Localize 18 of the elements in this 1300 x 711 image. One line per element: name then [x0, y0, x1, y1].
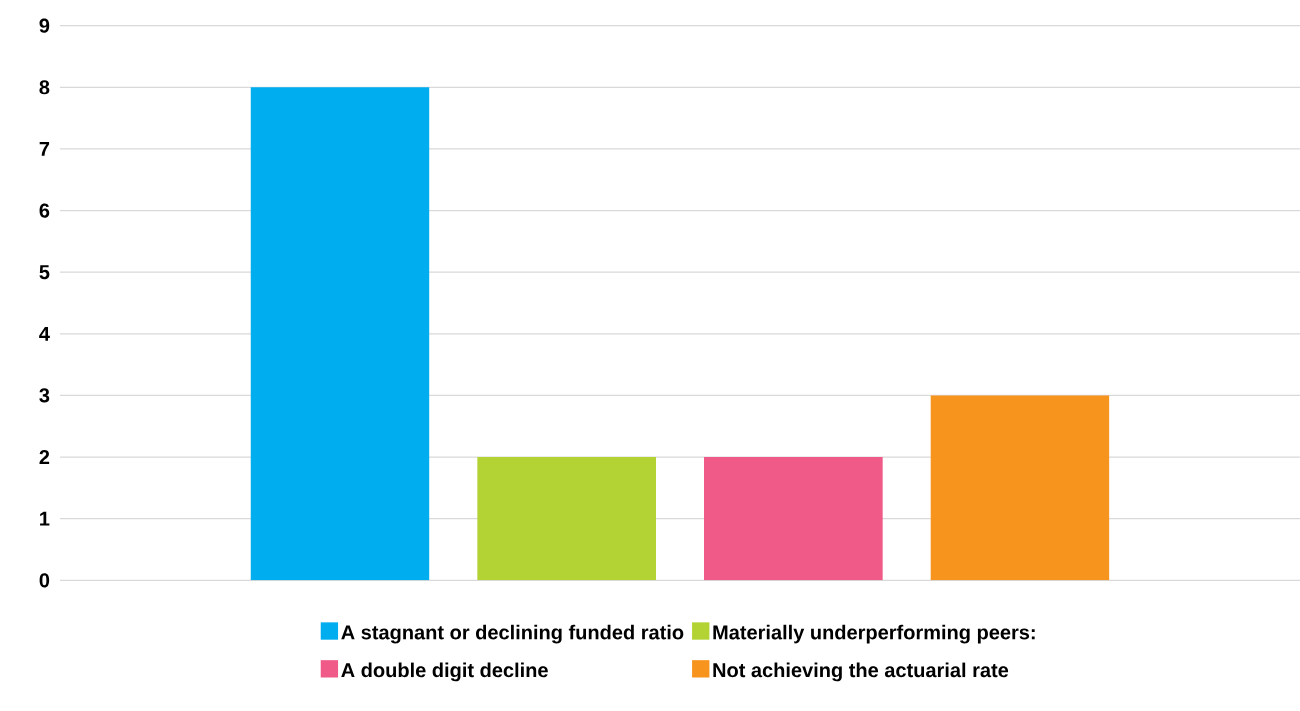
legend-label: A double digit decline [341, 662, 548, 682]
bar [930, 395, 1110, 581]
y-tick-label: 0 [39, 573, 50, 588]
bar [477, 457, 656, 581]
y-tick-label: 4 [39, 326, 50, 341]
y-tick-label: 7 [39, 142, 50, 156]
legend-label: A stagnant or declining funded ratio [341, 624, 684, 644]
legend-label: Not achieving the actuarial rate [713, 662, 1009, 682]
legend-label: Materially underperforming peers: [713, 624, 1035, 644]
bar [704, 457, 883, 581]
y-tick-label: 1 [40, 511, 50, 526]
y-tick-label: 9 [39, 18, 50, 33]
y-tick-label: 8 [39, 80, 50, 95]
y-tick-label: 2 [39, 450, 50, 465]
y-tick-label: 5 [39, 265, 50, 280]
y-tick-label: 6 [39, 203, 50, 218]
y-tick-label: 3 [39, 388, 50, 403]
bar [250, 87, 430, 581]
